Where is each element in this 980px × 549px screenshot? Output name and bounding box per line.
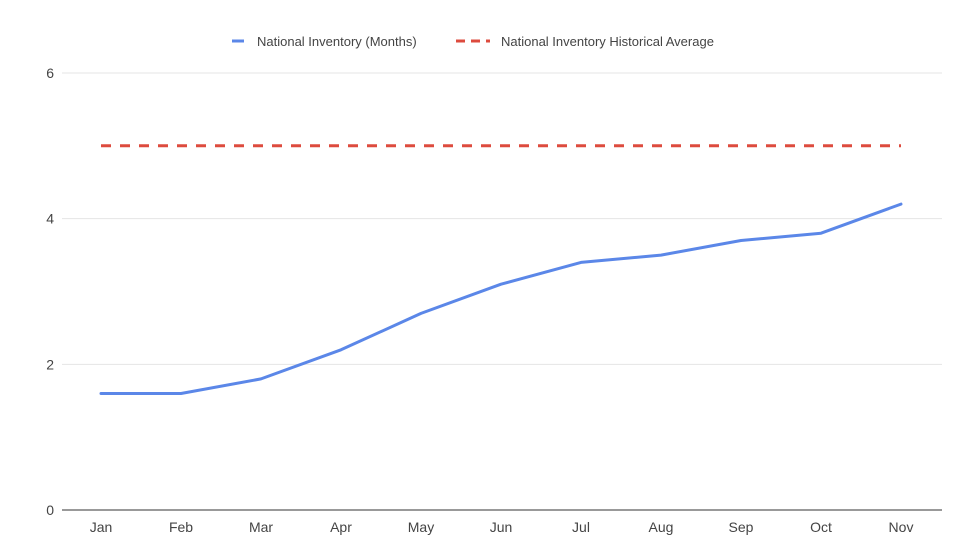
x-tick-label: Nov bbox=[889, 519, 914, 535]
legend-label-historical-average: National Inventory Historical Average bbox=[501, 34, 714, 49]
series-line-national-inventory bbox=[99, 202, 903, 395]
y-tick-label: 0 bbox=[46, 502, 54, 518]
legend: National Inventory (Months) National Inv… bbox=[232, 34, 714, 49]
x-tick-label: Oct bbox=[810, 519, 832, 535]
x-tick-label: May bbox=[408, 519, 434, 535]
gridlines bbox=[62, 72, 942, 511]
legend-label-national-inventory: National Inventory (Months) bbox=[257, 34, 417, 49]
x-tick-label: Sep bbox=[729, 519, 754, 535]
y-tick-label: 6 bbox=[46, 65, 54, 81]
x-tick-label: Mar bbox=[249, 519, 273, 535]
x-axis: Jan Feb Mar Apr May Jun Jul Aug Sep Oct Nov bbox=[90, 519, 914, 535]
x-tick-label: Jun bbox=[490, 519, 513, 535]
x-tick-label: Jan bbox=[90, 519, 113, 535]
x-tick-label: Apr bbox=[330, 519, 352, 535]
y-tick-label: 4 bbox=[46, 211, 54, 227]
series-lines bbox=[99, 144, 903, 395]
y-axis: 0 2 4 6 bbox=[46, 65, 54, 518]
x-tick-label: Aug bbox=[649, 519, 674, 535]
x-tick-label: Feb bbox=[169, 519, 193, 535]
y-tick-label: 2 bbox=[46, 356, 54, 372]
x-tick-label: Jul bbox=[572, 519, 590, 535]
